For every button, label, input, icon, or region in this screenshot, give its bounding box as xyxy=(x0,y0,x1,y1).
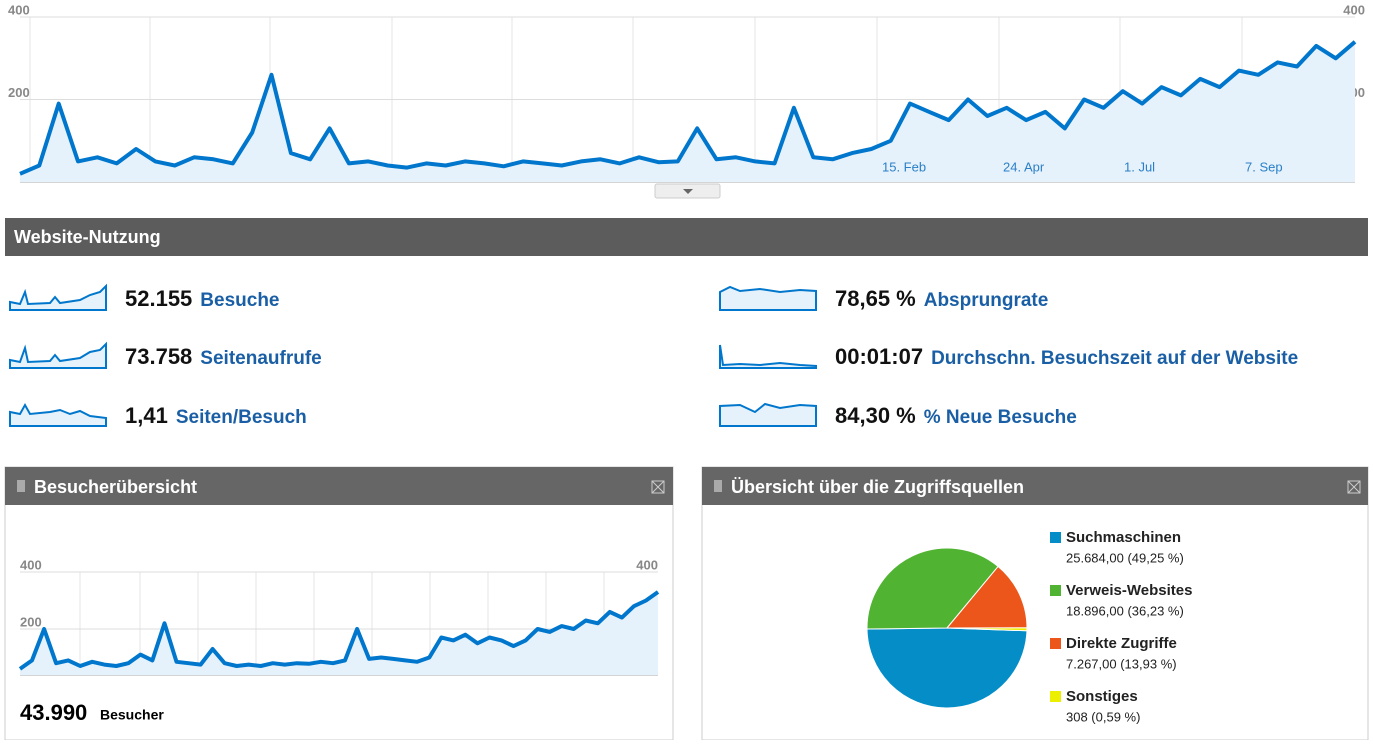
panel-title: Übersicht über die Zugriffsquellen xyxy=(731,477,1024,497)
legend-value: 308 (0,59 %) xyxy=(1066,709,1140,724)
x-tick-label: 24. Apr xyxy=(1003,159,1045,174)
traffic-panel xyxy=(701,466,1369,741)
legend-value: 18.896,00 (36,23 %) xyxy=(1066,603,1184,618)
x-tick-label: 1. Jul xyxy=(1124,159,1155,174)
pie-slice xyxy=(866,627,1028,709)
x-tick-label: 7. Sep xyxy=(1245,159,1283,174)
legend-value: 7.267,00 (13,93 %) xyxy=(1066,656,1177,671)
legend-name: Suchmaschinen xyxy=(1066,529,1181,546)
y-tick-label: 400 xyxy=(8,2,30,17)
toggle-arrow xyxy=(683,189,693,194)
legend-swatch xyxy=(1050,691,1061,702)
metric-label: Besuche xyxy=(200,290,279,311)
legend-name: Direkte Zugriffe xyxy=(1066,635,1177,652)
metric-label: Seiten/Besuch xyxy=(176,407,307,428)
y-tick-label: 200 xyxy=(8,85,30,100)
panel-header xyxy=(5,467,673,505)
pie-slice xyxy=(946,627,1028,632)
grip-icons xyxy=(17,480,722,492)
section-title: Website-Nutzung xyxy=(14,227,161,247)
series-line xyxy=(19,40,1357,176)
close-buttons[interactable] xyxy=(651,480,1361,494)
x-tick-label: 15. Feb xyxy=(882,159,926,174)
metric-value: 73.758 xyxy=(125,344,192,369)
y-tick-label: 400 xyxy=(636,557,658,572)
legend-swatch xyxy=(1050,585,1061,596)
legend-swatch xyxy=(1050,532,1061,543)
pie-slice xyxy=(945,565,1028,629)
metric-label: Absprungrate xyxy=(924,290,1049,311)
legend-name: Sonstiges xyxy=(1066,688,1138,705)
metric-value: 00:01:07 xyxy=(835,344,923,369)
panel-title: Besucherübersicht xyxy=(34,477,197,497)
metric-label: Seitenaufrufe xyxy=(200,348,321,369)
y-tick-label: 400 xyxy=(20,557,42,572)
metric-label: % Neue Besuche xyxy=(924,407,1077,428)
sparklines xyxy=(9,283,817,427)
legend-swatch xyxy=(1050,638,1061,649)
metric-value: 52.155 xyxy=(125,286,192,311)
metric-value: 84,30 % xyxy=(835,403,916,428)
visitor-total-label: Besucher xyxy=(100,707,164,723)
metric-label: Durchschn. Besuchszeit auf der Website xyxy=(931,348,1298,369)
section-bar xyxy=(5,218,1368,256)
metric-value: 78,65 % xyxy=(835,286,916,311)
panel-header xyxy=(702,467,1368,505)
legend-value: 25.684,00 (49,25 %) xyxy=(1066,550,1184,565)
visitor-panel xyxy=(4,466,674,741)
area xyxy=(20,592,658,675)
series-line xyxy=(18,590,660,671)
metric-value: 1,41 xyxy=(125,403,168,428)
legend-name: Verweis-Websites xyxy=(1066,582,1192,599)
y-tick-label: 400 xyxy=(1343,2,1365,17)
pie-slice xyxy=(866,547,999,630)
y-tick-label: 200 xyxy=(20,614,42,629)
area xyxy=(20,41,1355,182)
visitor-total: 43.990 xyxy=(20,700,87,725)
